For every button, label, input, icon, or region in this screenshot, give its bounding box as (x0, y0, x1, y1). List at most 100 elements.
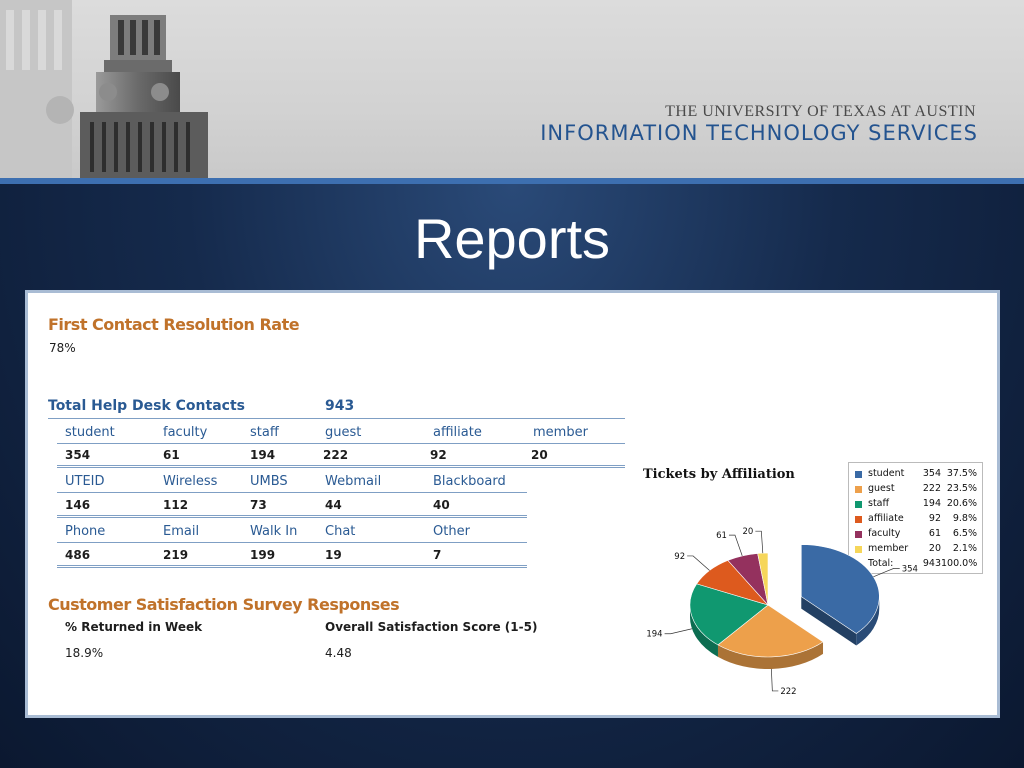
legend-swatch (855, 531, 862, 538)
group2-header: Wireless (163, 474, 218, 489)
pie-data-label: 194 (646, 630, 662, 640)
chart-legend: student 354 37.5% guest 222 23.5% staff 194 20.6… (848, 462, 983, 574)
legend-total-row: Total: 943 100.0% (855, 558, 980, 573)
group2-value: 40 (433, 498, 450, 512)
group2-value: 146 (65, 498, 91, 512)
group3-value: 486 (65, 548, 91, 562)
group1-header: faculty (163, 425, 208, 440)
group1-value: 92 (430, 448, 447, 462)
legend-count: 194 (922, 498, 941, 509)
legend-label: staff (868, 498, 890, 509)
group3-value: 199 (250, 548, 276, 562)
group2-value: 44 (325, 498, 342, 512)
ut-tower-image (0, 0, 208, 182)
legend-total-count: 943 (922, 558, 941, 569)
survey-returned-label: % Returned in Week (65, 620, 203, 634)
group3-rule (57, 542, 527, 543)
group1-header: staff (250, 425, 279, 440)
group3-header: Email (163, 524, 200, 539)
legend-entry: staff 194 20.6% (855, 498, 980, 513)
pie-data-label: 92 (674, 552, 685, 562)
group3-value: 19 (325, 548, 342, 562)
legend-total-label: Total: (868, 558, 894, 569)
pie-slice-staff (689, 583, 769, 646)
survey-title: Customer Satisfaction Survey Responses (48, 595, 400, 614)
pie-slice-side (690, 605, 718, 657)
contacts-total: 943 (325, 398, 355, 414)
group2-header: Blackboard (433, 474, 506, 489)
legend-swatch (855, 501, 862, 508)
legend-count: 222 (922, 483, 941, 494)
legend-percent: 9.8% (952, 513, 977, 524)
legend-percent: 20.6% (946, 498, 977, 509)
legend-swatch (855, 546, 862, 553)
pie-leader-line (771, 668, 779, 692)
group3-header: Other (433, 524, 470, 539)
group2-rule (57, 492, 527, 493)
survey-score-label: Overall Satisfaction Score (1-5) (325, 620, 538, 634)
group1-value: 20 (531, 448, 548, 462)
group2-value: 73 (250, 498, 267, 512)
group2-double-rule (57, 515, 527, 518)
header-divider (0, 178, 1024, 184)
legend-swatch (855, 471, 862, 478)
pie-leader-line (755, 530, 764, 554)
report-panel: First Contact Resolution Rate 78% Total … (25, 290, 1000, 718)
pie-data-label: 20 (743, 527, 754, 537)
legend-entry: affiliate 92 9.8% (855, 513, 980, 528)
legend-count: 20 (928, 543, 941, 554)
group1-value: 61 (163, 448, 180, 462)
legend-percent: 37.5% (946, 468, 977, 479)
legend-swatch (855, 486, 862, 493)
pie-slice-guest (717, 604, 824, 658)
group3-header: Phone (65, 524, 106, 539)
group1-rule (57, 443, 625, 444)
pie-data-label: 354 (902, 564, 918, 574)
pie-data-label: 222 (780, 687, 796, 697)
pie-leader-line (873, 568, 900, 578)
legend-entry: guest 222 23.5% (855, 483, 980, 498)
group1-header: affiliate (433, 425, 482, 440)
slide-title: Reports (413, 207, 611, 270)
legend-entry: member 20 2.1% (855, 543, 980, 558)
group1-value: 222 (323, 448, 349, 462)
group1-value: 354 (65, 448, 91, 462)
legend-percent: 6.5% (952, 528, 977, 539)
pie-chart: 354 222 194 92 61 20 (646, 527, 918, 697)
group2-header: UMBS (250, 474, 288, 489)
pie-slice-side (717, 641, 824, 669)
university-name: THE UNIVERSITY OF TEXAS AT AUSTIN (665, 103, 976, 120)
group2-value: 112 (163, 498, 189, 512)
group1-header: guest (325, 425, 362, 440)
group1-value: 194 (250, 448, 276, 462)
contacts-title: Total Help Desk Contacts (48, 398, 245, 414)
group2-header: UTEID (65, 474, 105, 489)
legend-percent: 23.5% (946, 483, 977, 494)
survey-score-value: 4.48 (325, 646, 352, 660)
header-banner: THE UNIVERSITY OF TEXAS AT AUSTIN INFORM… (0, 0, 1024, 182)
group3-value: 219 (163, 548, 189, 562)
chart-title: Tickets by Affiliation (643, 467, 795, 482)
group2-header: Webmail (325, 474, 382, 489)
legend-percent: 2.1% (952, 543, 977, 554)
legend-swatch (855, 516, 862, 523)
group1-double-rule (57, 465, 625, 468)
pie-data-label: 61 (716, 531, 727, 541)
legend-total-percent: 100.0% (941, 558, 978, 569)
pie-leader-line (664, 628, 693, 635)
legend-label: student (868, 468, 905, 479)
pie-slice-student (800, 544, 880, 634)
legend-label: member (868, 543, 909, 554)
legend-label: faculty (868, 528, 901, 539)
pie-slice-face (801, 596, 857, 646)
legend-count: 61 (928, 528, 941, 539)
group1-header: student (65, 425, 115, 440)
group3-header: Chat (325, 524, 356, 539)
group3-double-rule (57, 565, 527, 568)
pie-slice-side (856, 596, 880, 646)
fcr-value: 78% (49, 341, 76, 355)
group3-header: Walk In (250, 524, 298, 539)
department-name: INFORMATION TECHNOLOGY SERVICES (540, 121, 978, 145)
legend-entry: student 354 37.5% (855, 468, 980, 483)
fcr-title: First Contact Resolution Rate (48, 315, 300, 334)
